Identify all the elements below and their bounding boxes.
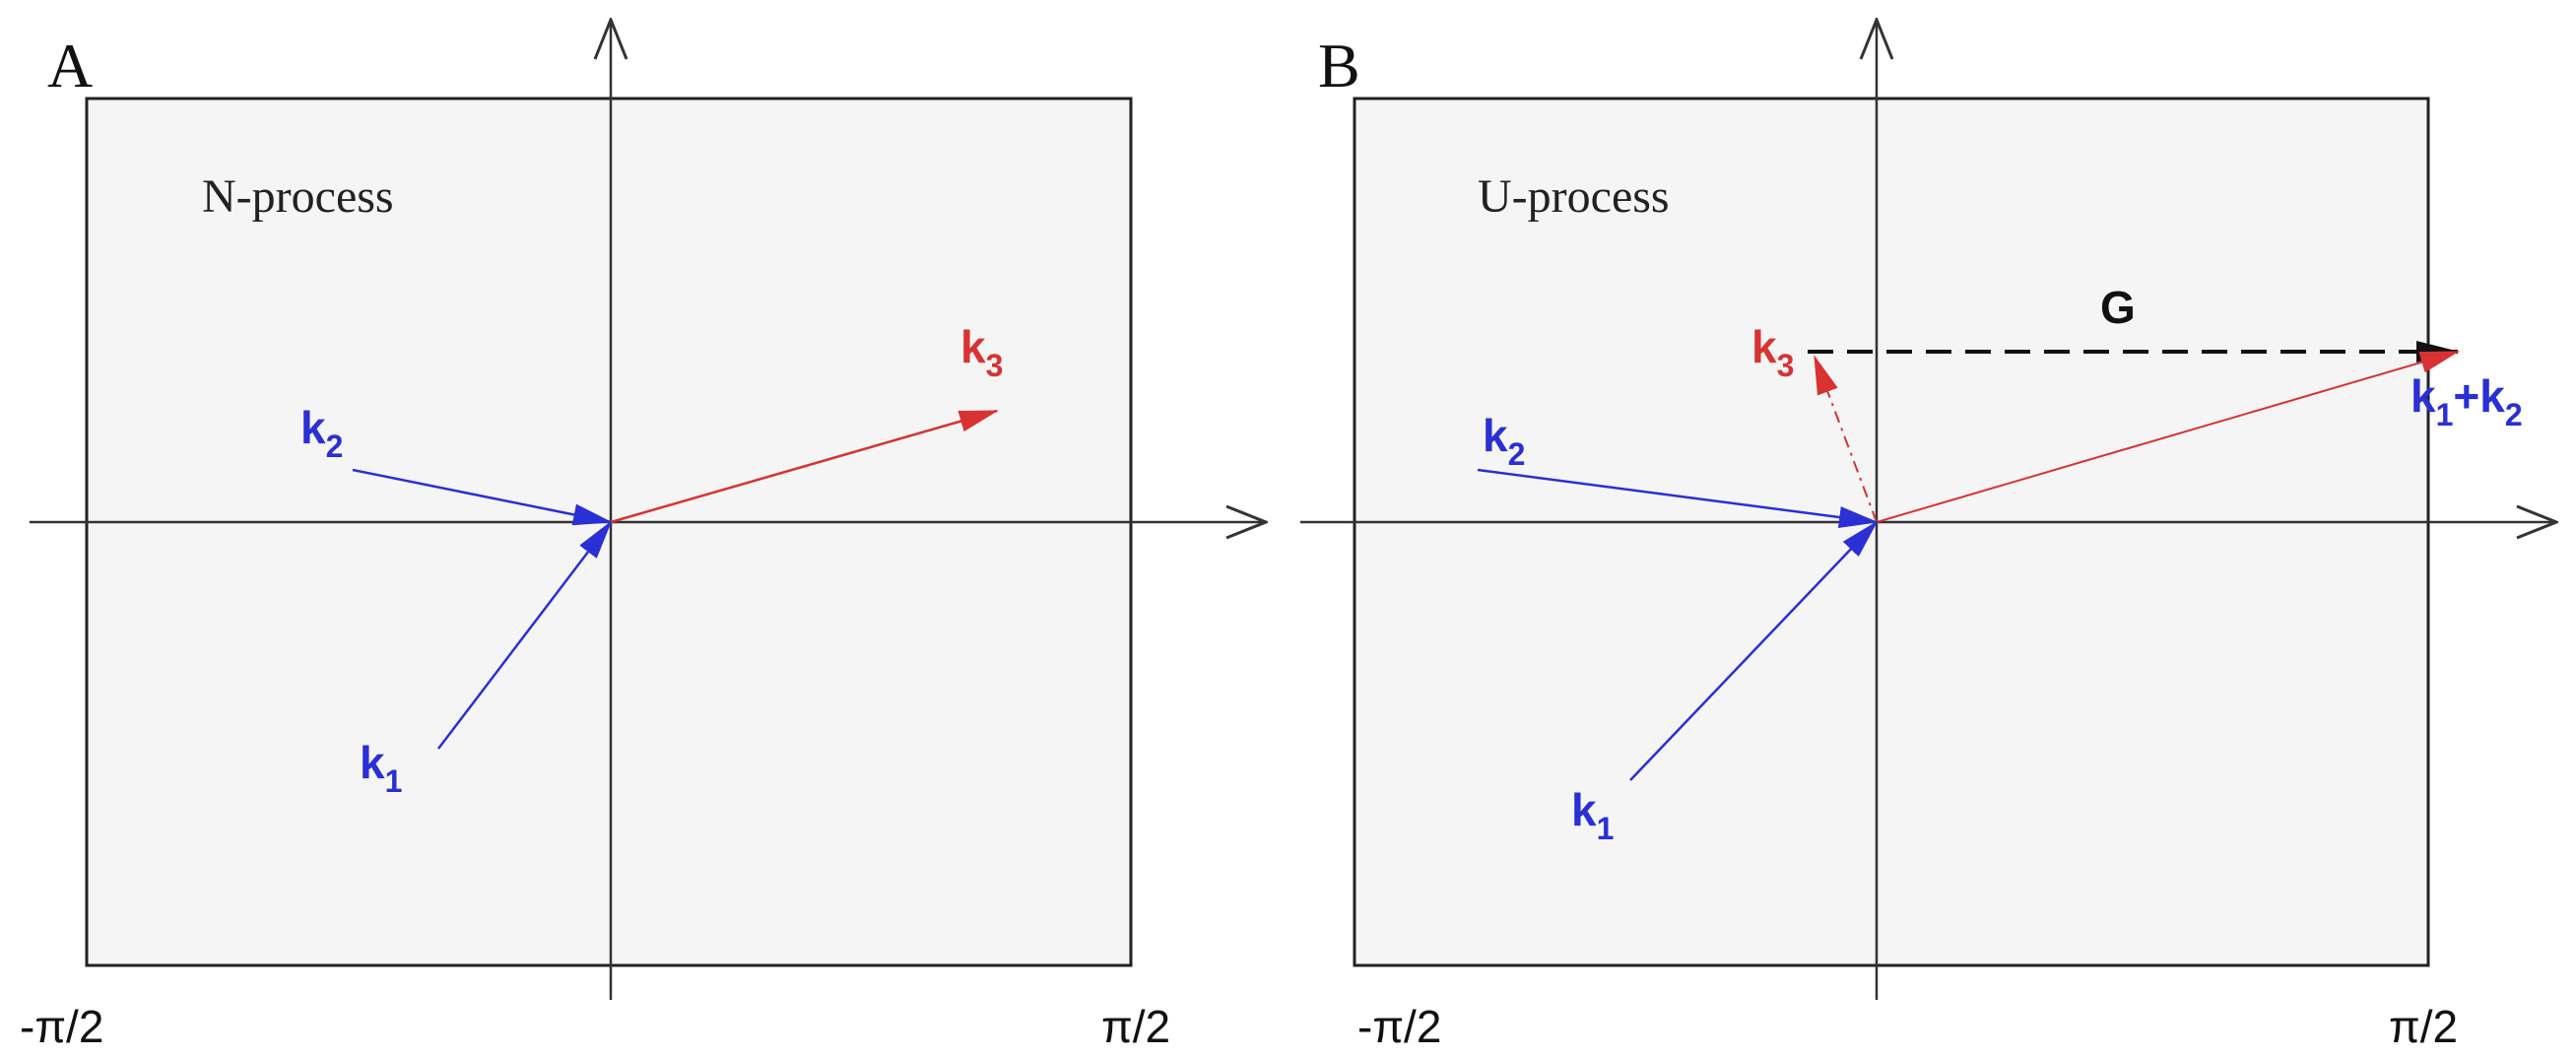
panel-label-a: A	[47, 31, 93, 100]
panel-b: B U-process -π/2 π/2 G k3 k2 k1 k1+k2	[1300, 20, 2556, 1052]
vector-label-k2-a: k2	[300, 402, 343, 464]
process-label-b: U-process	[1478, 170, 1670, 223]
vector-label-k1-a: k1	[360, 737, 402, 799]
process-label-a: N-process	[202, 170, 394, 223]
x-max-label-b: π/2	[2389, 1001, 2458, 1052]
vector-k1-b	[1629, 520, 1879, 781]
x-min-label-a: -π/2	[20, 1001, 103, 1052]
vector-label-k2-b: k2	[1483, 410, 1525, 472]
panel-a: A N-process -π/2 π/2 k2 k1 k3	[20, 20, 1266, 1052]
x-min-label-b: -π/2	[1357, 1001, 1441, 1052]
vector-k1-plus-k2-b	[1876, 351, 2460, 523]
vector-label-G-b: G	[2100, 282, 2136, 333]
brillouin-zone-box-a	[85, 97, 1133, 967]
vector-k3-a	[610, 409, 999, 524]
vector-label-k3-b: k3	[1751, 321, 1794, 383]
brillouin-zone-box-b	[1353, 97, 2430, 967]
vector-k2-b	[1477, 468, 1879, 528]
x-max-label-a: π/2	[1101, 1001, 1170, 1052]
vector-k3-b	[1814, 355, 1878, 523]
vector-k2-a	[352, 468, 613, 526]
vector-label-k1-b: k1	[1571, 784, 1614, 846]
vector-k1-a	[437, 520, 613, 750]
vector-label-k3-a: k3	[960, 321, 1003, 383]
vector-label-k1-plus-k2-b: k1+k2	[2411, 370, 2523, 432]
panel-label-b: B	[1318, 31, 1360, 100]
